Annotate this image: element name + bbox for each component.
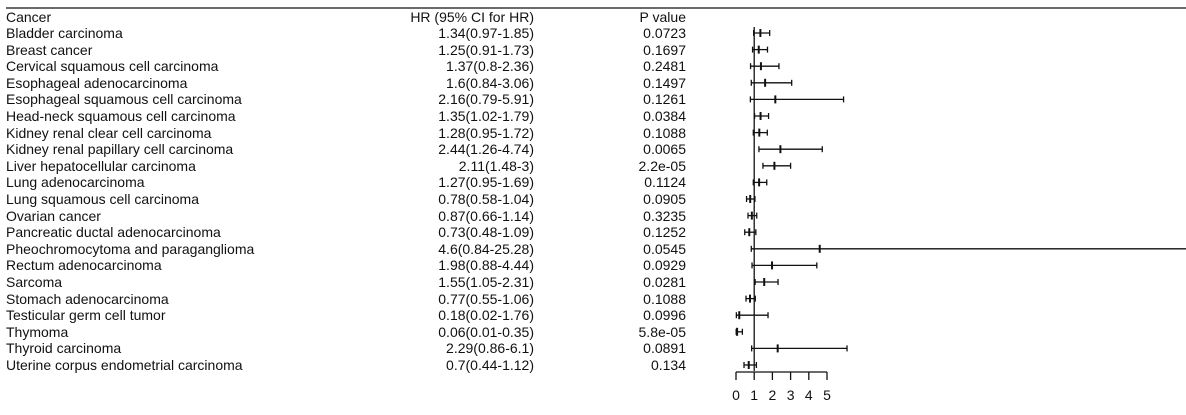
cancer-name: Sarcoma [6,274,63,290]
header-cancer: Cancer [6,9,52,25]
cancer-name: Breast cancer [6,41,93,58]
hr-ci-value: 1.98(0.88-4.44) [438,257,534,274]
p-value: 0.1088 [643,290,686,307]
p-value: 0.0384 [643,108,686,124]
hr-ci-value: 0.78(0.58-1.04) [438,191,534,207]
p-value: 0.0065 [643,141,686,158]
hr-ci-value: 1.35(1.02-1.79) [438,108,534,124]
p-value: 0.0545 [643,240,686,257]
cancer-name: Thyroid carcinoma [6,340,122,357]
hr-ci-value: 2.29(0.86-6.1) [446,340,534,357]
hr-ci-value: 1.28(0.95-1.72) [438,124,534,141]
p-value: 0.134 [650,357,686,373]
x-tick-label: 2 [769,387,777,403]
cancer-name: Thymoma [6,323,69,340]
cancer-name: Pheochromocytoma and paraganglioma [6,240,255,257]
hr-ci-value: 2.11(1.48-3) [458,157,534,174]
cancer-name: Kidney renal clear cell carcinoma [6,124,212,141]
x-tick-label: 1 [750,387,758,403]
cancer-name: Rectum adenocarcinoma [6,257,162,274]
cancer-name: Liver hepatocellular carcinoma [6,157,196,174]
cancer-name: Esophageal squamous cell carcinoma [6,91,242,108]
x-tick-label: 4 [805,387,813,403]
p-value: 5.8e-05 [638,323,686,340]
cancer-name: Testicular germ cell tumor [6,307,166,324]
p-value: 2.2e-05 [638,157,686,174]
x-tick-label: 5 [823,387,831,403]
hr-ci-value: 2.16(0.79-5.91) [438,91,534,108]
hr-ci-value: 4.6(0.84-25.28) [438,240,534,257]
cancer-name: Pancreatic ductal adenocarcinoma [6,224,221,241]
x-tick-label: 0 [732,387,740,403]
p-value: 0.0929 [643,257,686,274]
p-value: 0.3235 [643,207,686,224]
cancer-name: Esophageal adenocarcinoma [6,74,188,91]
hr-ci-value: 1.37(0.8-2.36) [446,58,534,75]
p-value: 0.0996 [643,307,686,324]
cancer-name: Bladder carcinoma [6,25,123,41]
hr-ci-value: 2.44(1.26-4.74) [438,141,534,158]
cancer-name: Lung squamous cell carcinoma [6,191,199,207]
hr-ci-value: 1.6(0.84-3.06) [446,74,534,91]
hr-ci-value: 0.18(0.02-1.76) [438,307,534,324]
cancer-name: Stomach adenocarcinoma [6,290,169,307]
p-value: 0.1261 [643,91,686,108]
p-value: 0.1697 [643,41,686,58]
hr-ci-value: 1.25(0.91-1.73) [438,41,534,58]
hr-ci-value: 0.7(0.44-1.12) [446,357,534,373]
p-value: 0.1497 [643,74,686,91]
p-value: 0.0723 [643,25,686,41]
cancer-name: Ovarian cancer [6,207,101,224]
p-value: 0.0891 [643,340,686,357]
hr-ci-value: 0.06(0.01-0.35) [438,323,534,340]
p-value: 0.0281 [643,274,686,290]
cancer-name: Head-neck squamous cell carcinoma [6,108,236,124]
p-value: 0.1088 [643,124,686,141]
hr-ci-value: 1.27(0.95-1.69) [438,174,534,191]
header-p-value: P value [639,9,686,25]
header-hr: HR (95% CI for HR) [410,9,534,25]
p-value: 0.2481 [643,58,686,75]
cancer-name: Cervical squamous cell carcinoma [6,58,219,75]
cancer-name: Kidney renal papillary cell carcinoma [6,141,234,158]
p-value: 0.1252 [643,224,686,241]
p-value: 0.1124 [644,174,686,191]
x-tick-label: 3 [787,387,795,403]
hr-ci-value: 0.77(0.55-1.06) [438,290,534,307]
hr-ci-value: 0.87(0.66-1.14) [438,207,534,224]
cancer-name: Uterine corpus endometrial carcinoma [6,357,243,373]
hr-ci-value: 1.55(1.05-2.31) [438,274,534,290]
p-value: 0.0905 [643,191,686,207]
cancer-name: Lung adenocarcinoma [6,174,145,191]
hr-ci-value: 0.73(0.48-1.09) [438,224,534,241]
hr-ci-value: 1.34(0.97-1.85) [438,25,534,41]
